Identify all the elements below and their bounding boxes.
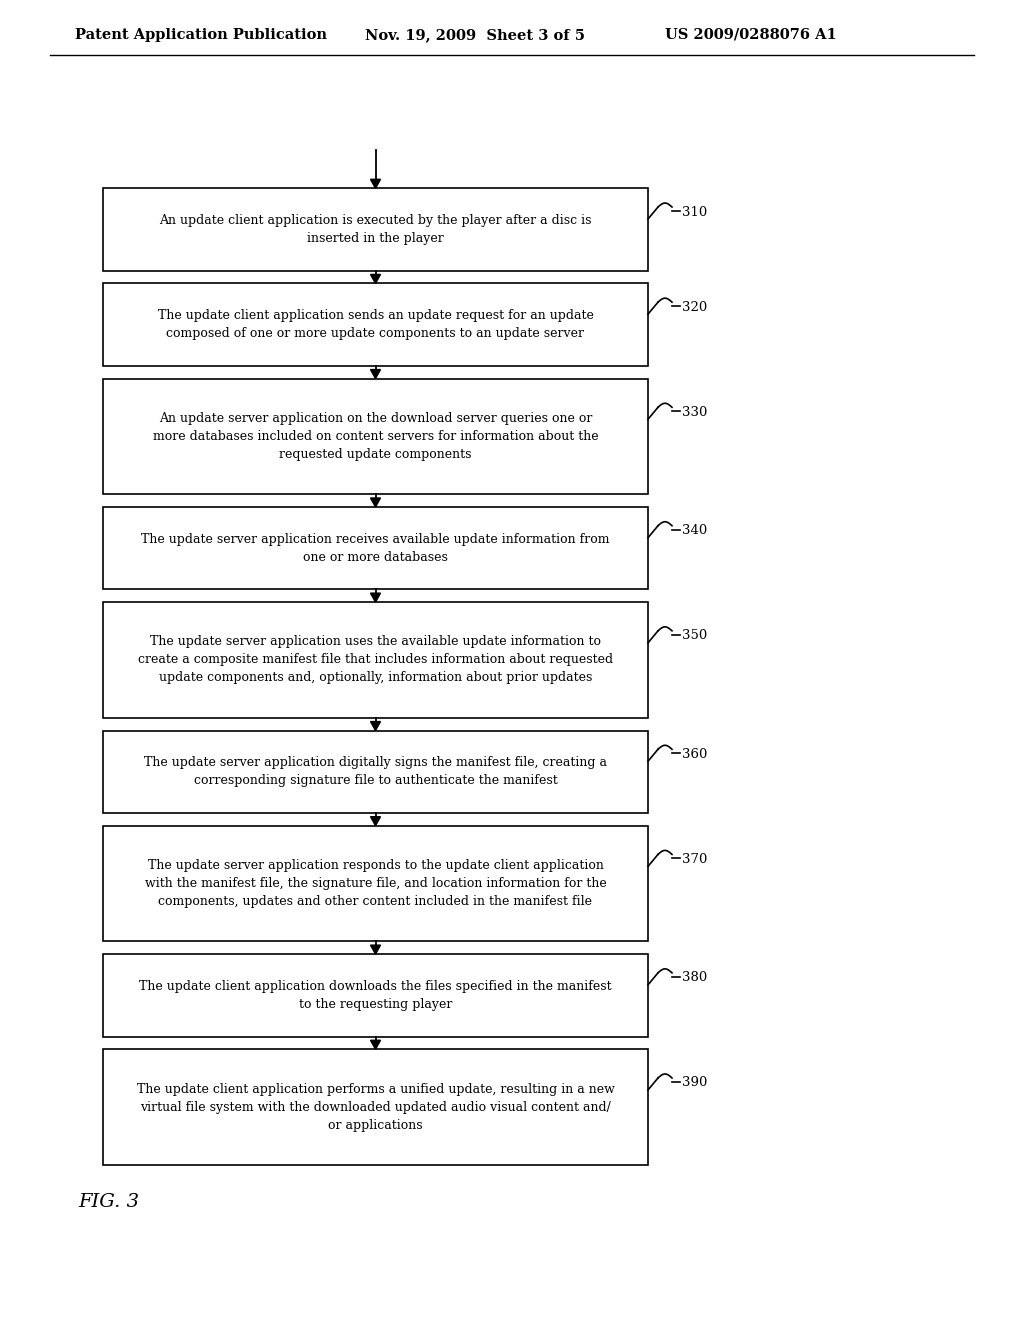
Text: The update server application responds to the update client application
with the: The update server application responds t…: [144, 859, 606, 908]
Text: The update server application uses the available update information to
create a : The update server application uses the a…: [138, 635, 613, 685]
Text: Nov. 19, 2009  Sheet 3 of 5: Nov. 19, 2009 Sheet 3 of 5: [365, 28, 585, 42]
Bar: [103, 189, 648, 271]
Bar: [103, 602, 648, 718]
Polygon shape: [371, 1040, 381, 1049]
Bar: [103, 954, 648, 1036]
Text: 390: 390: [682, 1077, 708, 1089]
Text: FIG. 3: FIG. 3: [78, 1193, 139, 1210]
Text: 370: 370: [682, 853, 708, 866]
Text: 350: 350: [682, 630, 708, 643]
Polygon shape: [371, 180, 381, 189]
Text: 310: 310: [682, 206, 708, 219]
Polygon shape: [371, 593, 381, 602]
Polygon shape: [371, 945, 381, 954]
Bar: [103, 826, 648, 941]
Bar: [103, 730, 648, 813]
Text: The update client application sends an update request for an update
composed of : The update client application sends an u…: [158, 309, 594, 341]
Text: An update client application is executed by the player after a disc is
inserted : An update client application is executed…: [160, 214, 592, 246]
Polygon shape: [371, 817, 381, 826]
Polygon shape: [371, 722, 381, 730]
Text: An update server application on the download server queries one or
more database: An update server application on the down…: [153, 412, 598, 461]
Text: Patent Application Publication: Patent Application Publication: [75, 28, 327, 42]
Polygon shape: [371, 275, 381, 284]
Bar: [103, 284, 648, 366]
Text: 330: 330: [682, 405, 708, 418]
Text: US 2009/0288076 A1: US 2009/0288076 A1: [665, 28, 837, 42]
Text: The update server application digitally signs the manifest file, creating a
corr: The update server application digitally …: [144, 756, 607, 787]
Text: 360: 360: [682, 748, 708, 760]
Bar: [103, 507, 648, 590]
Text: The update server application receives available update information from
one or : The update server application receives a…: [141, 533, 609, 564]
Bar: [103, 1049, 648, 1166]
Text: The update client application downloads the files specified in the manifest
to t: The update client application downloads …: [139, 979, 611, 1011]
Text: 340: 340: [682, 524, 708, 537]
Bar: [103, 379, 648, 494]
Text: 380: 380: [682, 972, 708, 985]
Text: 320: 320: [682, 301, 708, 314]
Text: The update client application performs a unified update, resulting in a new
virt: The update client application performs a…: [136, 1082, 614, 1131]
Polygon shape: [371, 370, 381, 379]
Polygon shape: [371, 498, 381, 507]
